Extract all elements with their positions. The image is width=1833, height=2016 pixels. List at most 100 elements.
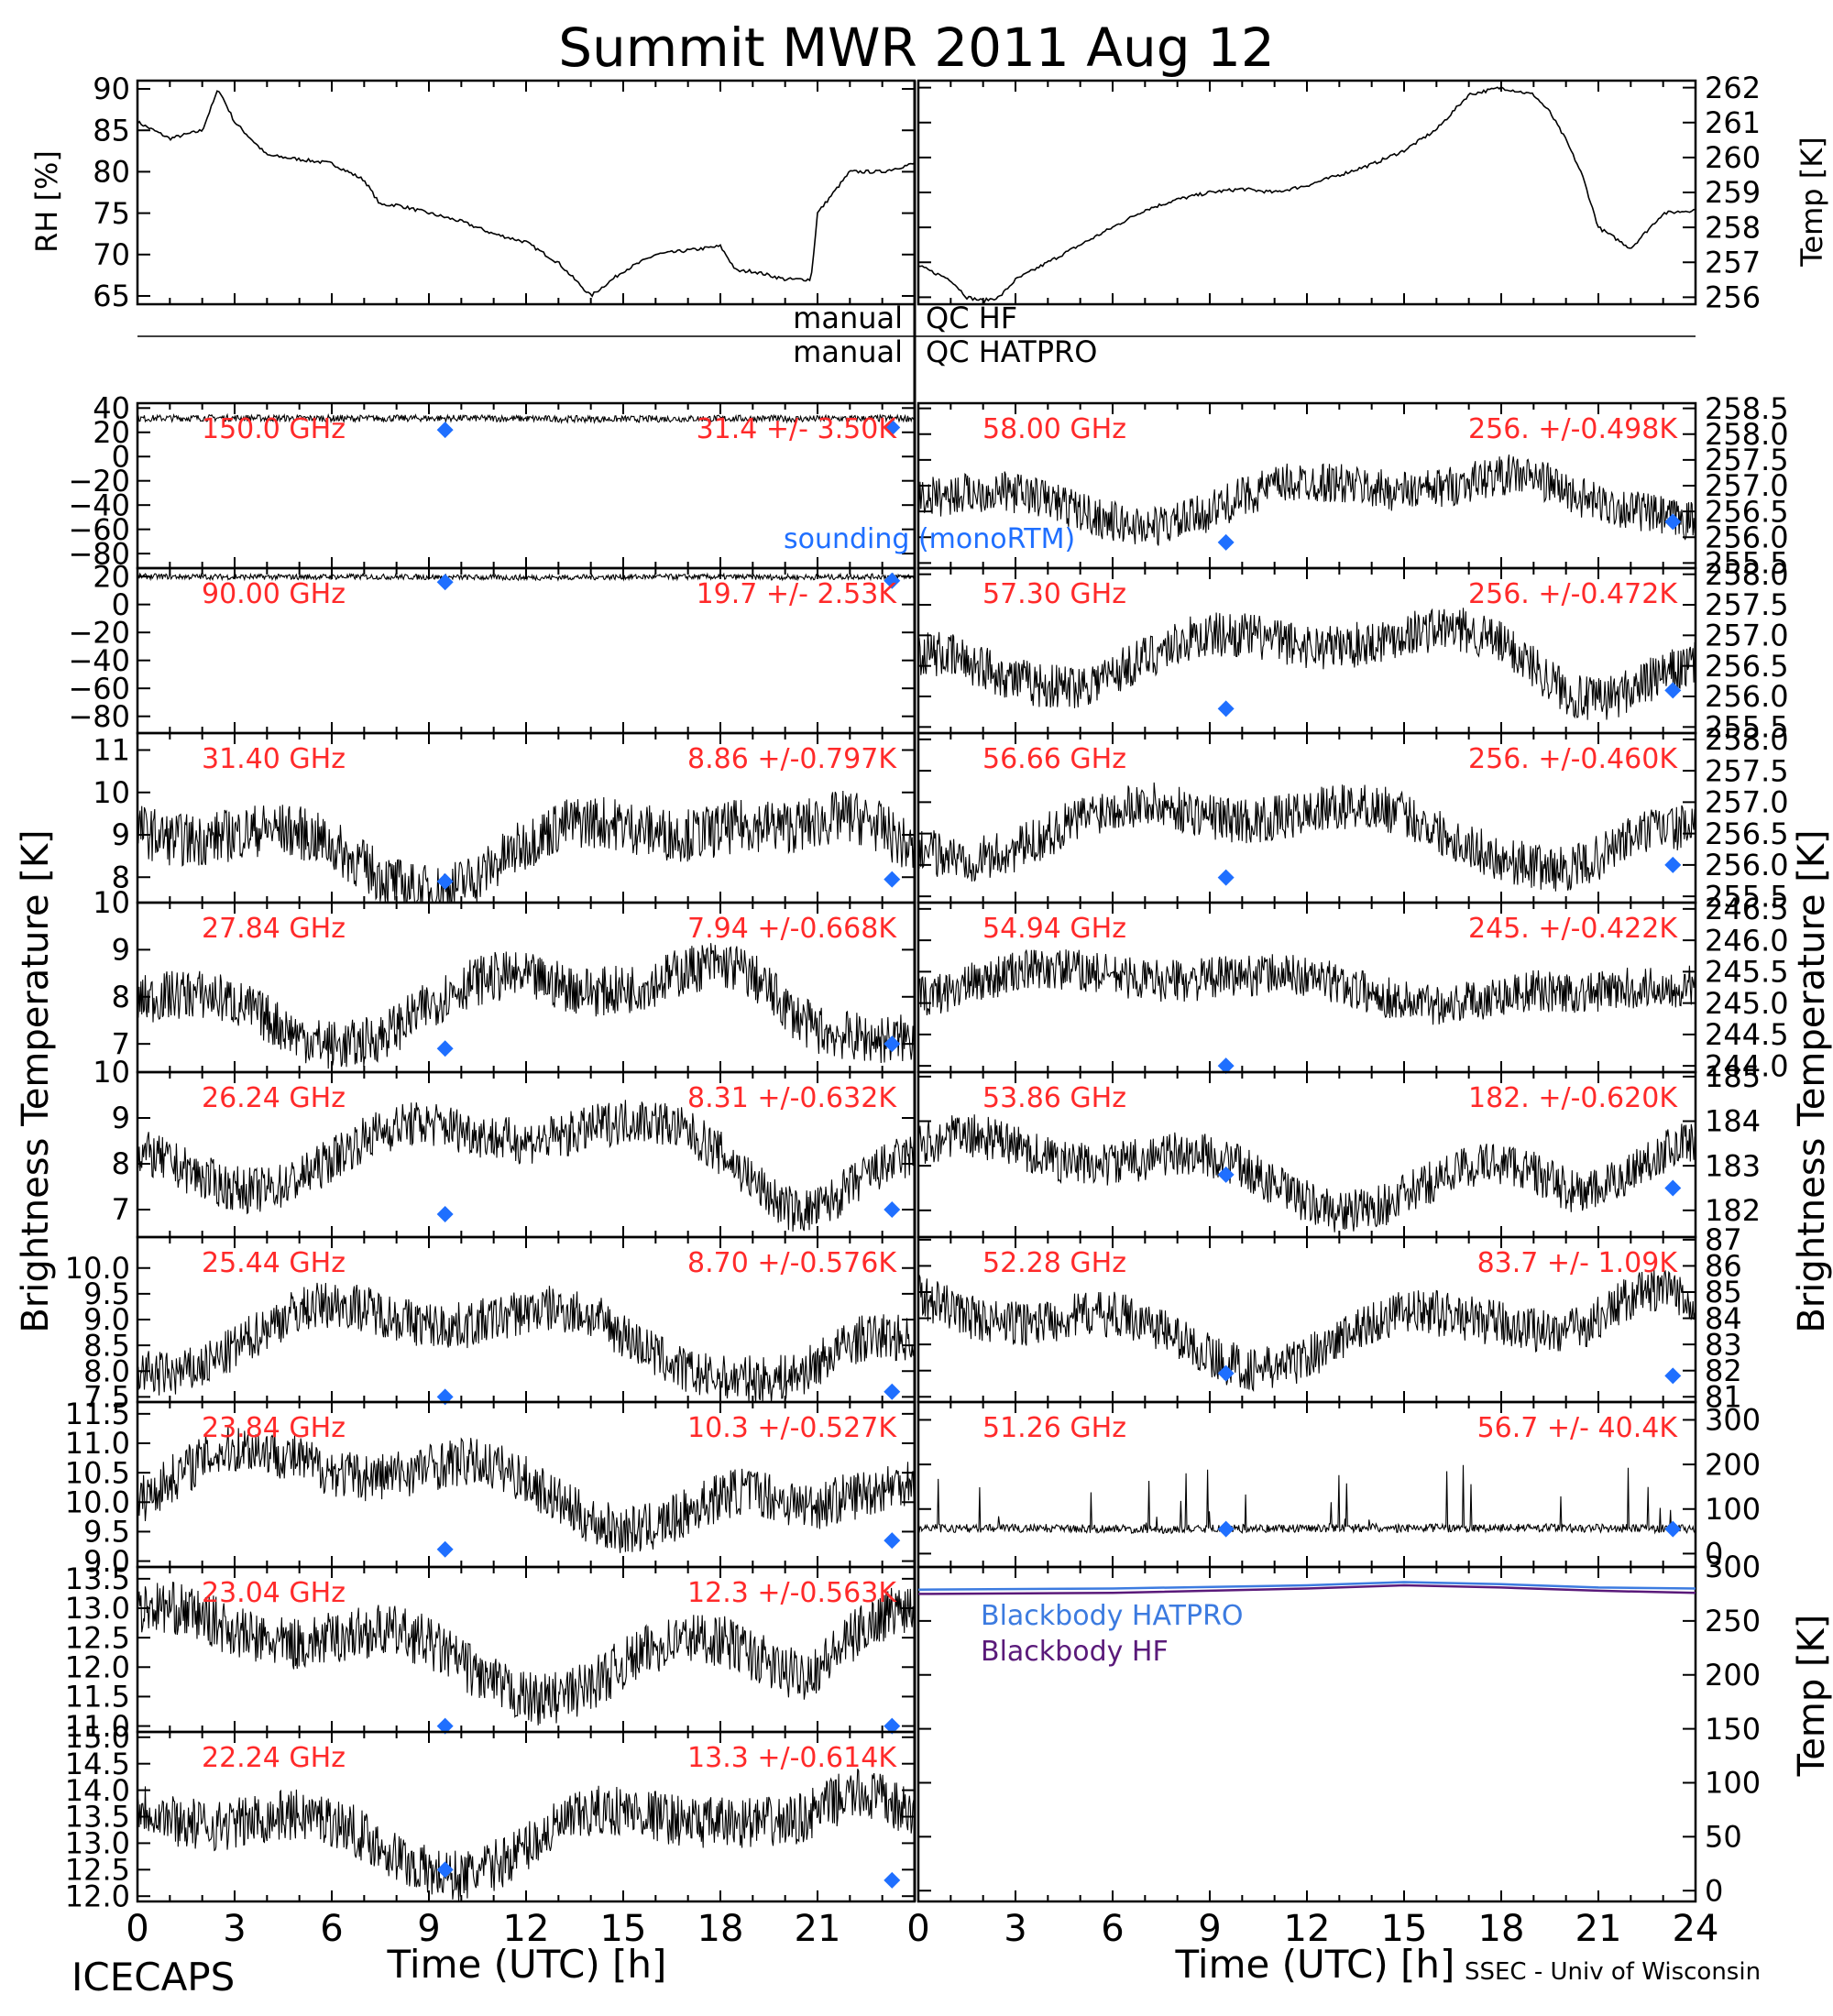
ytick-label: 65	[93, 279, 130, 313]
bt-panel-2224ghz-sounding-point	[884, 1871, 901, 1889]
bt-panel-5800ghz-series-line	[917, 455, 1696, 546]
bt-panel-2624ghz-series-line	[137, 1100, 916, 1233]
right-x-axis-label: Time (UTC) [h]	[1175, 1942, 1455, 1987]
bt-panel-2384ghz-stats-label: 10.3 +/-0.527K	[687, 1412, 897, 1444]
blackbody-legend-hf: Blackbody HF	[981, 1636, 1169, 1668]
bt-panel-2624ghz-sounding-point	[884, 1201, 901, 1218]
ytick-label: 258.5	[1705, 391, 1789, 426]
ytick-label: 13.5	[65, 1561, 130, 1596]
bt-panel-5730ghz-sounding-point	[1217, 700, 1235, 718]
ytick-label: 100	[1705, 1766, 1761, 1801]
bt-panel-5228ghz-channel-label: 52.28 GHz	[982, 1247, 1126, 1279]
ytick-label: 0	[1705, 1537, 1723, 1572]
bt-panel-2784ghz-channel-label: 27.84 GHz	[202, 913, 346, 945]
ytick-label: 246.5	[1705, 892, 1789, 926]
x-tick-label-right: 12	[1284, 1908, 1331, 1950]
right-y-axis-label: Brightness Temperature [K]	[1791, 829, 1833, 1332]
bt-panel-2624ghz-stats-label: 8.31 +/-0.632K	[687, 1082, 897, 1114]
bt-panel-5228ghz-series-line	[917, 1269, 1696, 1392]
bt-panel-5666ghz-series-line	[917, 782, 1696, 892]
bt-panel-2304ghz-sounding-point	[436, 1717, 454, 1735]
bt-panel-2224ghz-channel-label: 22.24 GHz	[202, 1742, 346, 1774]
qc-hf-label: QC HF	[926, 301, 1017, 335]
ytick-label: 255.5	[1705, 879, 1789, 914]
ytick-label: 184	[1705, 1104, 1761, 1139]
ytick-label: 256.0	[1705, 679, 1789, 714]
bt-panel-5730ghz-stats-label: 256. +/-0.472K	[1468, 578, 1678, 610]
bt-panel-2624ghz-sounding-point	[436, 1206, 454, 1222]
bt-panel-2384ghz-series-line	[137, 1426, 916, 1553]
bt-panel-2304ghz-stats-label: 12.3 +/-0.563K	[687, 1577, 897, 1609]
ytick-label: 20	[93, 559, 130, 594]
ytick-label: 9.5	[83, 1276, 130, 1311]
bt-panel-2544ghz-stats-label: 8.70 +/-0.576K	[687, 1247, 897, 1279]
ytick-label: 9	[112, 1101, 130, 1135]
ytick-label: 255.5	[1705, 710, 1789, 745]
x-tick-label-right: 15	[1381, 1908, 1428, 1950]
ytick-label: 86	[1705, 1249, 1742, 1284]
bt-panel-1500ghz-stats-label: 31.4 +/- 3.50K	[697, 413, 898, 445]
ytick-label: 10.0	[65, 1485, 130, 1519]
bt-panel-5730ghz-channel-label: 57.30 GHz	[982, 578, 1126, 610]
ytick-label: 7	[112, 1026, 130, 1061]
bt-panel-2224ghz-stats-label: 13.3 +/-0.614K	[687, 1742, 897, 1774]
ytick-label: 256.0	[1705, 520, 1789, 554]
bt-panel-5126ghz-channel-label: 51.26 GHz	[982, 1412, 1126, 1444]
ytick-label: 13.5	[65, 1800, 130, 1835]
ytick-label: 259	[1705, 175, 1761, 210]
ytick-label: 0	[112, 439, 130, 474]
rh-panel-frame	[136, 79, 916, 306]
bt-panel-2784ghz-sounding-point	[884, 1035, 901, 1053]
met-temp-label: Temp [K]	[1795, 137, 1829, 267]
ytick-label: 11.0	[65, 1426, 130, 1461]
bt-panel-9000ghz-stats-label: 19.7 +/- 2.53K	[697, 578, 898, 610]
x-tick-label-left: 9	[417, 1908, 440, 1950]
bt-panel-2384ghz-sounding-point	[884, 1532, 901, 1550]
ytick-label: 11.5	[65, 1397, 130, 1431]
ytick-label: 82	[1705, 1353, 1742, 1388]
ytick-label: 9	[112, 933, 130, 968]
bt-panel-1500ghz-channel-label: 150.0 GHz	[202, 413, 346, 445]
bt-panel-5386ghz-sounding-point	[1217, 1166, 1235, 1183]
ytick-label: 100	[1705, 1492, 1761, 1527]
bt-panel-5494ghz-channel-label: 54.94 GHz	[982, 913, 1126, 945]
ytick-label: 12.0	[65, 1879, 130, 1913]
ytick-label: 10	[93, 775, 130, 810]
bt-panel-5386ghz-sounding-point	[1664, 1179, 1682, 1197]
ytick-label: 13.0	[65, 1826, 130, 1861]
bt-panel-2384ghz-sounding-point	[436, 1540, 454, 1558]
ytick-label: 260	[1705, 140, 1761, 175]
ytick-label: 256.0	[1705, 848, 1789, 882]
ytick-label: 9.0	[83, 1302, 130, 1337]
ytick-label: 8	[112, 860, 130, 894]
bt-panel-5730ghz-sounding-point	[1664, 682, 1682, 699]
bt-panel-1500ghz-series-line	[137, 412, 916, 425]
ytick-label: 11.0	[65, 1709, 130, 1744]
bt-panel-1500ghz-sounding-point	[436, 422, 454, 439]
ytick-label: 250	[1705, 1604, 1761, 1638]
ytick-label: 10.0	[65, 1251, 130, 1286]
ytick-label: 256.5	[1705, 649, 1789, 684]
ytick-label: 257.0	[1705, 468, 1789, 503]
ytick-label: 257.5	[1705, 587, 1789, 622]
x-tick-label-right: 0	[906, 1908, 929, 1950]
bt-panel-5386ghz-series-line	[917, 1114, 1696, 1233]
ytick-label: 244.0	[1705, 1048, 1789, 1083]
bt-panel-2784ghz-stats-label: 7.94 +/-0.668K	[687, 913, 897, 945]
ytick-label: 185	[1705, 1059, 1761, 1094]
sounding-legend: sounding (monoRTM)	[784, 523, 1075, 555]
bt-panel-3140ghz-sounding-point	[884, 871, 901, 888]
ytick-label: 10	[93, 885, 130, 920]
x-tick-label-left: 12	[503, 1908, 550, 1950]
bt-panel-5126ghz-stats-label: 56.7 +/- 40.4K	[1477, 1412, 1679, 1444]
ytick-label: 9.5	[83, 1515, 130, 1550]
ytick-label: 256	[1705, 280, 1761, 315]
ytick-label: 261	[1705, 105, 1761, 140]
ytick-label: 258.0	[1705, 417, 1789, 452]
ytick-label: 258.0	[1705, 722, 1789, 757]
bt-panel-5666ghz-sounding-point	[1664, 856, 1682, 873]
ytick-label: 257.5	[1705, 443, 1789, 477]
bt-panel-5228ghz-sounding-point	[1664, 1367, 1682, 1385]
blackbody-temp-label: Temp [K]	[1791, 1615, 1833, 1778]
